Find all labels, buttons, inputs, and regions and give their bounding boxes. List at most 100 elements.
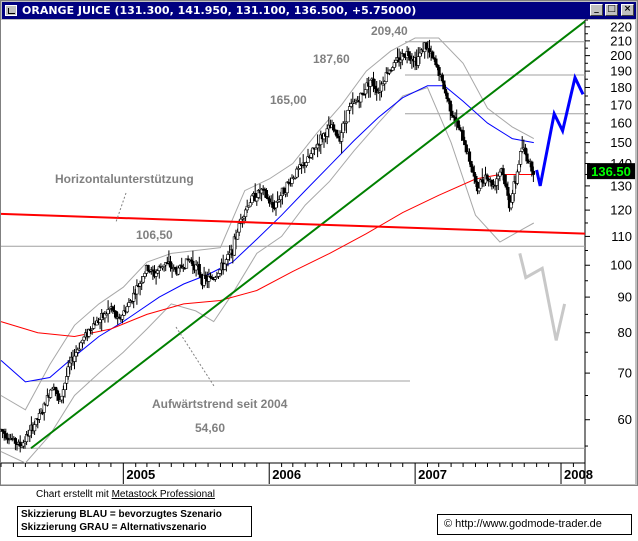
label-106: 106,50: [136, 228, 173, 242]
candle-body-324: [517, 164, 521, 173]
candle-body-291: [464, 144, 468, 153]
candle-body-99: [157, 266, 161, 272]
candle-body-142: [226, 254, 230, 260]
candle-body-323: [515, 171, 519, 184]
candle-body-3: [4, 433, 8, 439]
candle-body-325: [518, 151, 523, 165]
blue-scenario-path: [535, 73, 585, 187]
candle-body-255: [407, 51, 411, 57]
minimize-button[interactable]: _: [590, 4, 603, 16]
candle-body-214: [341, 122, 345, 133]
candle-body-219: [349, 103, 353, 107]
candle-body-36: [56, 393, 61, 401]
candle-body-314: [501, 168, 505, 176]
lower-band-line: [0, 86, 535, 464]
candle-body-296: [472, 172, 476, 177]
candle-body-217: [346, 110, 350, 123]
candle-body-216: [344, 121, 349, 124]
label-209: 209,40: [371, 24, 408, 38]
candle-body-289: [461, 130, 465, 141]
candle-body-46: [72, 355, 77, 362]
chart-credit: Chart erstellt mit Metastock Professiona…: [36, 489, 215, 500]
y-tick-label-0: 220: [610, 19, 632, 34]
candle-body-80: [127, 302, 131, 307]
candle-body-51: [80, 339, 85, 344]
candle-body-156: [248, 202, 253, 207]
candle-body-282: [450, 110, 454, 116]
maximize-button[interactable]: □: [605, 4, 618, 16]
candle-body-87: [138, 283, 142, 287]
candle-body-250: [399, 59, 403, 63]
candle-body-233: [371, 78, 376, 87]
candle-body-273: [435, 64, 440, 68]
candle-body-9: [13, 438, 18, 444]
candle-body-146: [232, 236, 237, 256]
candle-body-266: [424, 42, 428, 50]
grey-scenario-path: [518, 253, 567, 341]
candle-body-280: [447, 98, 451, 102]
candle-body-62: [98, 319, 102, 323]
candle-body-31: [48, 389, 53, 398]
candle-body-185: [295, 168, 299, 178]
candle-body-120: [191, 260, 195, 267]
candle-body-310: [495, 178, 499, 186]
candle-body-160: [255, 197, 259, 202]
close-button[interactable]: ×: [621, 4, 634, 16]
uptrend-annotation: Aufwärtstrend seit 2004: [152, 397, 288, 411]
candle-body-231: [368, 79, 372, 87]
candle-body-279: [445, 92, 449, 99]
candle-body-261: [416, 56, 420, 66]
candle-body-125: [199, 274, 203, 278]
website-link[interactable]: © http://www.godmode-trader.de: [437, 514, 632, 535]
candle-body-153: [244, 209, 248, 217]
candle-body-76: [120, 314, 125, 320]
candle-body-136: [216, 272, 221, 277]
candle-body-299: [477, 187, 481, 192]
candle-body-50: [79, 342, 83, 350]
candle-body-116: [184, 258, 189, 269]
candle-body-172: [274, 201, 278, 209]
candle-body-18: [28, 429, 32, 437]
y-tick-label-4: 180: [610, 80, 632, 95]
candle-body-312: [498, 171, 502, 177]
blue-average-line: [0, 85, 534, 383]
credit-product-link[interactable]: Metastock Professional: [111, 489, 215, 500]
candle-body-240: [383, 81, 387, 85]
candle-body-194: [309, 153, 313, 158]
red-support-line: [0, 212, 586, 235]
candle-body-252: [402, 53, 406, 57]
candle-body-286: [456, 120, 460, 128]
red-average-line: [0, 174, 534, 338]
candle-body-166: [264, 190, 269, 199]
candle-body-34: [53, 386, 57, 391]
y-tick-label-1: 210: [610, 33, 632, 48]
label-187: 187,60: [313, 52, 350, 66]
y-tick-label-3: 190: [610, 64, 632, 79]
window-title: ORANGE JUICE (131.300, 141.950, 131.100,…: [22, 4, 417, 17]
candle-body-70: [111, 306, 115, 311]
x-axis-panel: [1, 463, 635, 484]
candle-body-319: [509, 202, 513, 209]
candle-body-2: [2, 430, 6, 434]
title-bar[interactable]: ORANGE JUICE (131.300, 141.950, 131.100,…: [2, 2, 636, 19]
y-tick-label-9: 130: [610, 178, 632, 193]
candle-body-38: [60, 395, 64, 401]
x-tick-label-0: 2005: [126, 467, 155, 482]
candle-body-204: [325, 128, 329, 137]
candle-body-40: [63, 382, 67, 391]
chart-window-icon[interactable]: [5, 5, 17, 16]
plot-area: [1, 20, 585, 463]
candle-body-154: [245, 205, 249, 211]
candle-body-92: [146, 265, 150, 272]
y-tick-label-15: 70: [618, 366, 632, 381]
candle-body-43: [68, 362, 72, 368]
y-tick-label-5: 170: [610, 97, 632, 112]
upper-band-line: [0, 37, 535, 411]
candle-body-218: [347, 106, 352, 111]
candle-body-290: [463, 140, 467, 146]
candle-body-278: [443, 88, 448, 94]
candle-body-311: [496, 175, 500, 180]
candle-body-47: [74, 352, 78, 357]
support-pointer: [115, 192, 127, 223]
candle-body-276: [440, 74, 444, 82]
